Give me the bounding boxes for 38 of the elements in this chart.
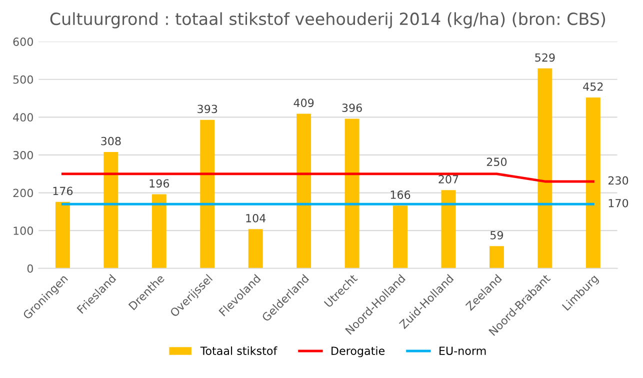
data-label: 176	[53, 186, 73, 196]
chart-title: Cultuurgrond : totaal stikstof veehouderij 2014 (kg/ha) (bron: CBS)	[50, 12, 606, 28]
bar	[152, 194, 166, 268]
data-label: 104	[246, 214, 266, 222]
legend-label: Derogatie	[332, 346, 385, 358]
bar	[55, 202, 70, 268]
data-label: 393	[198, 104, 218, 114]
bar	[393, 206, 408, 268]
data-label: 396	[342, 104, 362, 112]
data-label: 207	[438, 175, 458, 184]
bar	[538, 68, 552, 268]
y-tick-label: 400	[13, 113, 33, 122]
y-tick-label: 0	[27, 264, 33, 273]
data-label: 196	[150, 179, 170, 188]
data-label: 250	[486, 158, 507, 166]
y-tick-label: 500	[13, 75, 33, 84]
data-label: 166	[390, 190, 410, 199]
legend-label: EU-norm	[440, 346, 486, 356]
bar	[344, 118, 360, 268]
y-tick-label: 600	[13, 38, 33, 46]
y-tick-label: 100	[14, 226, 33, 235]
data-label: 170	[608, 198, 628, 208]
data-label: 59	[490, 230, 504, 240]
bar	[586, 98, 600, 268]
bar	[296, 114, 312, 268]
data-label: 230	[608, 176, 628, 185]
bar	[248, 229, 263, 268]
bar	[200, 120, 215, 268]
y-tick-label: 200	[13, 188, 33, 198]
bar	[104, 152, 118, 268]
bar	[441, 190, 456, 268]
data-label: 529	[535, 53, 555, 62]
bar	[489, 246, 504, 268]
y-tick-label: 300	[13, 150, 33, 160]
data-label: 409	[294, 98, 314, 108]
data-label: 452	[583, 82, 603, 91]
legend-label: Totaal stikstof	[200, 346, 278, 356]
data-label: 308	[101, 136, 121, 146]
